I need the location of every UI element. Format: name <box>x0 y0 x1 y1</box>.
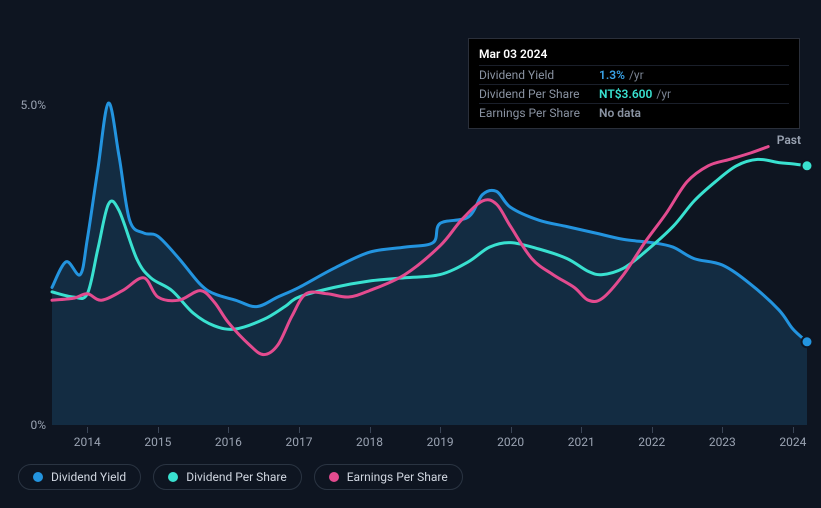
x-axis-tick: 2016 <box>228 427 229 433</box>
legend-item-earnings_per_share[interactable]: Earnings Per Share <box>314 464 463 490</box>
x-axis-tick: 2024 <box>793 427 794 433</box>
tooltip-row-label: Dividend Per Share <box>479 87 599 101</box>
tooltip-row: Earnings Per ShareNo data <box>479 103 789 122</box>
tooltip-row-unit: /yr <box>629 68 644 82</box>
y-axis-label: 5.0% <box>6 98 46 112</box>
x-axis-tick: 2021 <box>581 427 582 433</box>
x-axis-tick: 2014 <box>87 427 88 433</box>
chart-container: Past 5.0% 0% 2014 2015 2016 2017 2018 2019 2020… <box>0 0 821 508</box>
x-axis-tick: 2022 <box>652 427 653 433</box>
legend-label: Dividend Yield <box>51 470 126 484</box>
x-axis-tick: 2018 <box>370 427 371 433</box>
legend-label: Earnings Per Share <box>347 470 448 484</box>
legend-item-dividend_per_share[interactable]: Dividend Per Share <box>153 464 302 490</box>
legend-item-dividend_yield[interactable]: Dividend Yield <box>18 464 141 490</box>
past-label: Past <box>777 133 801 147</box>
y-axis-label: 0% <box>6 418 46 432</box>
chart-svg <box>52 105 807 425</box>
x-axis-tick: 2020 <box>511 427 512 433</box>
tooltip-row-value: No data <box>599 106 641 120</box>
tooltip-row-value: NT$3.600 <box>599 87 652 101</box>
legend-marker-icon <box>168 472 178 482</box>
legend: Dividend Yield Dividend Per Share Earnings… <box>18 464 463 490</box>
legend-marker-icon <box>33 472 43 482</box>
plot-area: Past <box>52 105 807 425</box>
series-fill-dividend_yield <box>52 103 807 425</box>
tooltip-row-unit: /yr <box>656 87 671 101</box>
x-axis-tick: 2023 <box>722 427 723 433</box>
legend-label: Dividend Per Share <box>186 470 287 484</box>
legend-marker-icon <box>329 472 339 482</box>
x-axis-tick: 2017 <box>299 427 300 433</box>
tooltip-row: Dividend Yield1.3% /yr <box>479 65 789 84</box>
tooltip: Mar 03 2024 Dividend Yield1.3%/yrDividen… <box>468 38 800 129</box>
tooltip-row: Dividend Per ShareNT$3.600/yr <box>479 84 789 103</box>
tooltip-date: Mar 03 2024 <box>479 45 789 65</box>
series-endpoint-dividend_per_share <box>802 160 813 171</box>
tooltip-row-label: Earnings Per Share <box>479 106 599 120</box>
tooltip-row-label: Dividend Yield <box>479 68 599 82</box>
series-endpoint-dividend_yield <box>802 336 813 347</box>
tooltip-row-value: 1.3% <box>599 68 625 82</box>
x-axis-tick: 2019 <box>440 427 441 433</box>
x-axis-tick: 2015 <box>158 427 159 433</box>
